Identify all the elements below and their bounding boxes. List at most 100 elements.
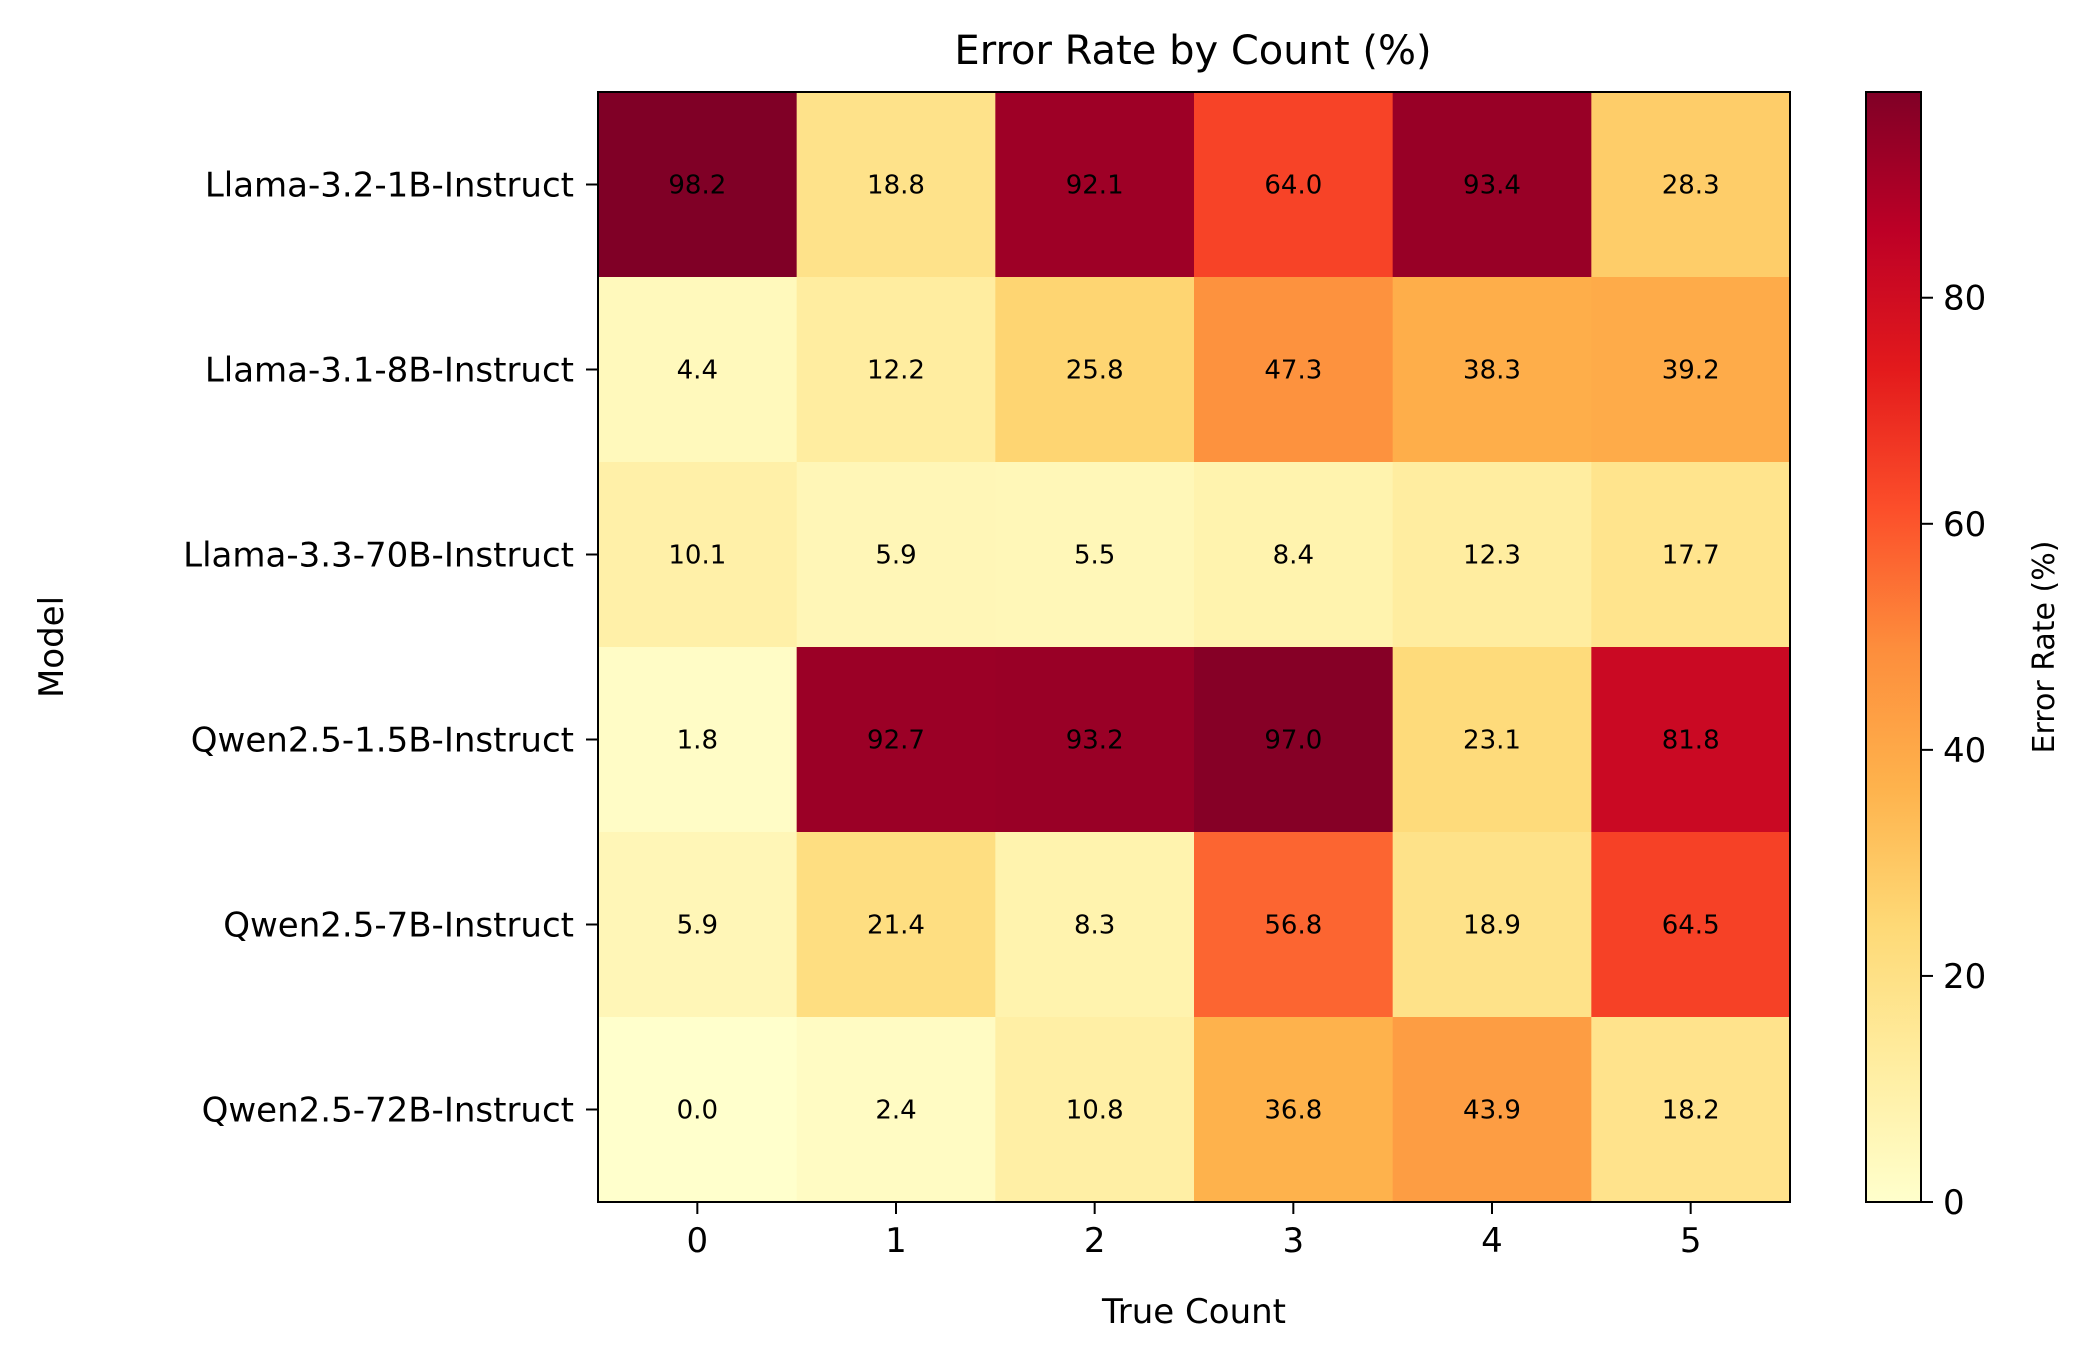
cell-value-label: 8.3: [1074, 911, 1115, 941]
heatmap-cell: [598, 92, 798, 278]
heatmap-cell: [1591, 462, 1791, 648]
cell-value-label: 5.9: [677, 911, 718, 941]
heatmap-cell: [598, 462, 798, 648]
heatmap-cell: [1591, 832, 1791, 1018]
cell-value-label: 56.8: [1264, 911, 1322, 941]
chart-title: Error Rate by Count (%): [954, 28, 1431, 74]
heatmap-cell: [1392, 277, 1592, 463]
heatmap-cell: [995, 277, 1195, 463]
y-tick-label: Qwen2.5-72B-Instruct: [202, 1091, 574, 1131]
cell-value-label: 12.2: [867, 356, 925, 386]
heatmap-cell-labels: 98.2 18.8 92.1 64.0 93.4 28.3 4.4 12.2 25.8 47.3 3…: [668, 171, 1719, 1126]
heatmap-cell: [796, 647, 996, 833]
cell-value-label: 10.1: [668, 541, 726, 571]
heatmap-cell: [1591, 1017, 1791, 1203]
heatmap-cell: [1392, 462, 1592, 648]
heatmap-cell: [1591, 647, 1791, 833]
heatmap-cell: [598, 277, 798, 463]
heatmap-cell: [796, 462, 996, 648]
heatmap-cells: [598, 92, 1791, 1203]
x-tick-label: 1: [885, 1221, 907, 1261]
heatmap-cell: [796, 1017, 996, 1203]
heatmap-cell: [598, 832, 798, 1018]
heatmap-cell: [796, 92, 996, 278]
cell-value-label: 97.0: [1264, 726, 1322, 756]
cell-value-label: 0.0: [677, 1096, 718, 1126]
colorbar-tick-label: 80: [1943, 279, 1986, 319]
cell-value-label: 4.4: [677, 356, 718, 386]
cell-value-label: 28.3: [1662, 171, 1720, 201]
y-tick-label: Llama-3.2-1B-Instruct: [205, 166, 574, 206]
cell-value-label: 92.7: [867, 726, 925, 756]
heatmap-cell: [1194, 647, 1394, 833]
y-axis-ticks: Llama-3.2-1B-Instruct Llama-3.1-8B-Instru…: [183, 166, 598, 1131]
cell-value-label: 17.7: [1662, 541, 1720, 571]
colorbar-tick-label: 40: [1943, 731, 1986, 771]
cell-value-label: 92.1: [1066, 171, 1124, 201]
x-tick-label: 0: [687, 1221, 709, 1261]
colorbar-label: Error Rate (%): [2027, 541, 2062, 754]
heatmap-cell: [796, 277, 996, 463]
cell-value-label: 93.2: [1066, 726, 1124, 756]
cell-value-label: 5.9: [875, 541, 916, 571]
heatmap-cell: [1392, 832, 1592, 1018]
y-tick-label: Qwen2.5-7B-Instruct: [223, 906, 574, 946]
cell-value-label: 18.2: [1662, 1096, 1720, 1126]
heatmap-cell: [995, 832, 1195, 1018]
y-tick-label: Llama-3.3-70B-Instruct: [183, 536, 574, 576]
heatmap-cell: [598, 1017, 798, 1203]
x-tick-label: 2: [1084, 1221, 1106, 1261]
colorbar-tick-label: 60: [1943, 505, 1986, 545]
x-axis-label: True Count: [1101, 1292, 1286, 1332]
heatmap-cell: [1194, 92, 1394, 278]
heatmap-cell: [1194, 277, 1394, 463]
cell-value-label: 21.4: [867, 911, 925, 941]
cell-value-label: 18.8: [867, 171, 925, 201]
y-tick-label: Llama-3.1-8B-Instruct: [205, 351, 574, 391]
colorbar-frame: [1865, 91, 1922, 1203]
heatmap-cell: [598, 647, 798, 833]
y-tick-label: Qwen2.5-1.5B-Instruct: [191, 721, 574, 761]
cell-value-label: 2.4: [875, 1096, 916, 1126]
cell-value-label: 8.4: [1273, 541, 1314, 571]
heatmap-cell: [1591, 92, 1791, 278]
cell-value-label: 38.3: [1463, 356, 1521, 386]
heatmap-cell: [995, 1017, 1195, 1203]
heatmap-cell: [995, 92, 1195, 278]
x-axis-ticks: 0 1 2 3 4 5: [687, 1202, 1702, 1261]
colorbar-tick-label: 20: [1943, 957, 1986, 997]
cell-value-label: 39.2: [1662, 356, 1720, 386]
cell-value-label: 43.9: [1463, 1096, 1521, 1126]
cell-value-label: 25.8: [1066, 356, 1124, 386]
cell-value-label: 47.3: [1264, 356, 1322, 386]
heatmap-cell: [1194, 832, 1394, 1018]
cell-value-label: 23.1: [1463, 726, 1521, 756]
plot-frame: [597, 91, 1791, 1203]
cell-value-label: 12.3: [1463, 541, 1521, 571]
cell-value-label: 5.5: [1074, 541, 1115, 571]
heatmap-cell: [1194, 462, 1394, 648]
heatmap-cell: [1392, 1017, 1592, 1203]
cell-value-label: 81.8: [1662, 726, 1720, 756]
cell-value-label: 18.9: [1463, 911, 1521, 941]
heatmap-cell: [1392, 647, 1592, 833]
heatmap-cell: [1591, 277, 1791, 463]
cell-value-label: 64.0: [1264, 171, 1322, 201]
y-axis-label: Model: [32, 596, 72, 698]
heatmap-cell: [995, 647, 1195, 833]
cell-value-label: 36.8: [1264, 1096, 1322, 1126]
cell-value-label: 93.4: [1463, 171, 1521, 201]
x-tick-label: 5: [1680, 1221, 1702, 1261]
colorbar-tick-label: 0: [1943, 1183, 1965, 1223]
cell-value-label: 1.8: [677, 726, 718, 756]
heatmap-cell: [995, 462, 1195, 648]
heatmap-cell: [796, 832, 996, 1018]
x-tick-label: 3: [1283, 1221, 1305, 1261]
heatmap-cell: [1392, 92, 1592, 278]
heatmap-cell: [1194, 1017, 1394, 1203]
colorbar: [1866, 92, 1921, 1202]
cell-value-label: 98.2: [668, 171, 726, 201]
x-tick-label: 4: [1481, 1221, 1503, 1261]
colorbar-ticks: 0 20 40 60 80: [1921, 279, 1986, 1223]
